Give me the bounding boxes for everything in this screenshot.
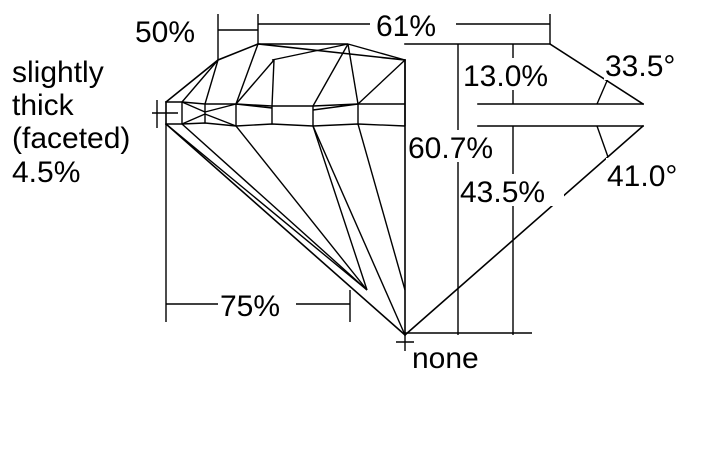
profile-crown-slope xyxy=(548,42,645,106)
dimension-lines xyxy=(152,14,551,351)
total-depth-label: 60.7% xyxy=(408,132,493,165)
lower-half-label: 75% xyxy=(220,290,280,323)
crown-facet xyxy=(271,43,349,61)
pavilion-facet xyxy=(312,125,406,336)
pavilion-angle-label: 41.0° xyxy=(607,160,677,193)
girdle-diagonal xyxy=(181,101,206,113)
pavilion-outline xyxy=(164,122,407,337)
crown-facet xyxy=(235,43,259,105)
crown-facet xyxy=(347,43,406,61)
crown-outline xyxy=(164,43,406,104)
crown-facets xyxy=(181,43,406,107)
crown-height-label: 13.0% xyxy=(463,60,548,93)
crown-facet xyxy=(181,59,219,103)
crown-facet xyxy=(271,59,275,107)
crown-facet xyxy=(204,59,219,105)
girdle-diagonal xyxy=(204,113,237,127)
pavilion-depth-label: 43.5% xyxy=(460,176,545,209)
table-percent-label: 50% xyxy=(135,16,195,49)
pavilion-facet xyxy=(165,123,368,291)
pavilion-facets xyxy=(164,122,407,337)
girdle-label-line4: 4.5% xyxy=(12,156,80,189)
crown-angle-label: 33.5° xyxy=(605,50,675,83)
culet-label: none xyxy=(412,342,479,375)
crown-facet xyxy=(312,43,349,107)
pavilion-facet xyxy=(235,125,368,291)
pavilion-facet xyxy=(357,123,406,291)
crown-facet xyxy=(235,59,275,105)
profile-lines xyxy=(403,42,645,337)
girdle xyxy=(166,101,406,127)
pavilion-facet xyxy=(312,125,368,291)
girdle-bottom xyxy=(166,122,406,127)
girdle-label-line2: thick xyxy=(12,89,75,122)
crown-facet xyxy=(347,43,359,105)
girdle-diagonal xyxy=(312,103,359,111)
girdle-label-line1: slightly xyxy=(12,56,104,89)
girdle-diagonal xyxy=(181,113,206,125)
girdle-diagonal xyxy=(204,103,237,113)
profile-pavilion-slope xyxy=(403,124,645,337)
girdle-top xyxy=(166,101,405,107)
girdle-diagonal xyxy=(235,103,273,109)
pavilion-facet xyxy=(181,123,368,291)
girdle-label-line3: (faceted) xyxy=(12,122,130,155)
crown-facet xyxy=(357,59,406,105)
labels: 50% 61% slightly thick (faceted) 4.5% 13… xyxy=(12,8,696,375)
total-depth-top-label: 61% xyxy=(376,10,436,43)
pavilion-angle-arc xyxy=(596,125,609,158)
